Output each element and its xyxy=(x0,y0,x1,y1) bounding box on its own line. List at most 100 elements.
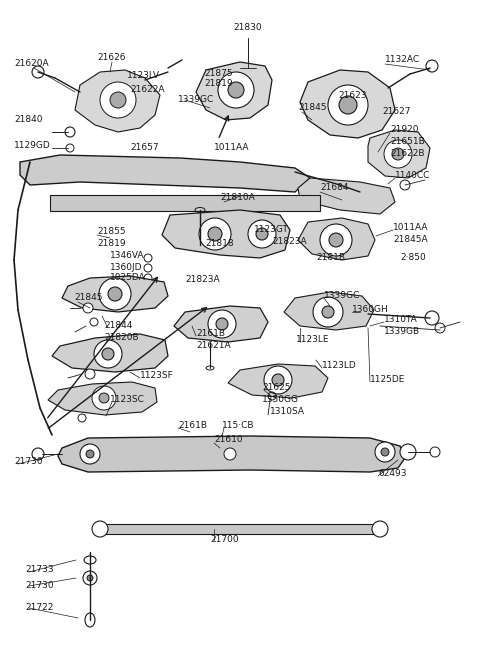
Circle shape xyxy=(228,82,244,98)
Text: 21819: 21819 xyxy=(97,240,126,248)
Text: 21733: 21733 xyxy=(25,566,54,574)
Polygon shape xyxy=(368,130,430,178)
Text: 1025DA: 1025DA xyxy=(110,273,146,283)
Text: 21620A: 21620A xyxy=(14,60,48,68)
Circle shape xyxy=(216,318,228,330)
Text: 62493: 62493 xyxy=(378,470,407,478)
Ellipse shape xyxy=(84,556,96,564)
Text: 2·850: 2·850 xyxy=(400,254,426,263)
Circle shape xyxy=(381,448,389,456)
Circle shape xyxy=(208,310,236,338)
Circle shape xyxy=(264,366,292,394)
Circle shape xyxy=(108,287,122,301)
Text: 2161B: 2161B xyxy=(196,330,225,338)
Text: 1011AA: 1011AA xyxy=(393,223,429,233)
Polygon shape xyxy=(162,210,290,258)
Text: 1132AC: 1132AC xyxy=(385,55,420,64)
Polygon shape xyxy=(284,292,374,330)
Polygon shape xyxy=(298,218,375,260)
Text: 21622A: 21622A xyxy=(130,85,165,95)
Text: 21830: 21830 xyxy=(234,24,262,32)
Circle shape xyxy=(224,448,236,460)
Text: 1339GB: 1339GB xyxy=(384,327,420,336)
Polygon shape xyxy=(58,436,405,472)
Text: 21610: 21610 xyxy=(214,436,242,445)
Text: 21845: 21845 xyxy=(74,294,103,302)
Text: 21845: 21845 xyxy=(298,104,326,112)
Circle shape xyxy=(87,575,93,581)
Circle shape xyxy=(86,450,94,458)
Bar xyxy=(100,524,385,534)
Circle shape xyxy=(218,72,254,108)
Circle shape xyxy=(92,521,108,537)
Circle shape xyxy=(425,311,439,325)
Polygon shape xyxy=(300,70,395,138)
Text: 1129GD: 1129GD xyxy=(14,141,51,150)
Circle shape xyxy=(248,220,276,248)
Polygon shape xyxy=(62,276,168,312)
Circle shape xyxy=(426,60,438,72)
Circle shape xyxy=(322,306,334,318)
Text: 21623: 21623 xyxy=(338,91,367,101)
Circle shape xyxy=(375,442,395,462)
Text: 21875: 21875 xyxy=(204,68,233,78)
Text: 21844: 21844 xyxy=(104,321,132,330)
Text: 21657: 21657 xyxy=(130,143,158,152)
Text: 21823A: 21823A xyxy=(185,275,220,284)
Text: 1339GC: 1339GC xyxy=(324,292,360,300)
Polygon shape xyxy=(52,334,168,372)
Circle shape xyxy=(329,233,343,247)
Polygon shape xyxy=(298,178,395,214)
Text: 1123LD: 1123LD xyxy=(322,361,357,371)
Text: 21722: 21722 xyxy=(25,604,53,612)
Text: 21823A: 21823A xyxy=(272,237,307,246)
Circle shape xyxy=(320,224,352,256)
Text: 21810A: 21810A xyxy=(220,194,255,202)
Text: 21626: 21626 xyxy=(98,53,126,62)
Circle shape xyxy=(144,254,152,262)
Text: 1123LE: 1123LE xyxy=(296,336,329,344)
Polygon shape xyxy=(48,382,157,415)
Circle shape xyxy=(430,447,440,457)
Circle shape xyxy=(392,148,404,160)
Circle shape xyxy=(32,448,44,460)
Circle shape xyxy=(110,92,126,108)
Circle shape xyxy=(92,386,116,410)
Text: 21730: 21730 xyxy=(25,581,54,591)
Circle shape xyxy=(85,369,95,379)
Circle shape xyxy=(384,140,412,168)
Text: 21700: 21700 xyxy=(210,535,239,545)
Circle shape xyxy=(256,228,268,240)
Circle shape xyxy=(400,444,416,460)
Text: 21622B: 21622B xyxy=(390,150,424,158)
Text: 1125DE: 1125DE xyxy=(370,376,406,384)
Text: 1360JD: 1360JD xyxy=(110,263,143,271)
Text: 1011AA: 1011AA xyxy=(214,143,250,152)
Text: 1123GT: 1123GT xyxy=(254,225,289,235)
Text: 1339GC: 1339GC xyxy=(178,95,214,104)
Circle shape xyxy=(372,521,388,537)
Text: 1310TA: 1310TA xyxy=(384,315,418,325)
Circle shape xyxy=(144,274,152,282)
Circle shape xyxy=(99,278,131,310)
Circle shape xyxy=(99,393,109,403)
Text: 1346VA: 1346VA xyxy=(110,252,144,260)
Text: 21627: 21627 xyxy=(382,108,410,116)
Circle shape xyxy=(328,85,368,125)
Text: 1360GH: 1360GH xyxy=(352,306,389,315)
Text: 2161B: 2161B xyxy=(178,422,207,430)
Text: 21651B: 21651B xyxy=(390,137,425,147)
Circle shape xyxy=(313,297,343,327)
Circle shape xyxy=(80,444,100,464)
Text: 115·CB: 115·CB xyxy=(222,422,254,430)
Text: 21820B: 21820B xyxy=(104,334,139,342)
Text: 21818: 21818 xyxy=(205,240,234,248)
Text: 21625: 21625 xyxy=(262,384,290,392)
Text: 21684: 21684 xyxy=(320,183,348,193)
Text: 1123LV: 1123LV xyxy=(127,72,160,81)
Text: 1350GG: 1350GG xyxy=(262,396,299,405)
Polygon shape xyxy=(75,70,160,132)
Polygon shape xyxy=(228,364,328,398)
Text: 2181B: 2181B xyxy=(316,254,345,263)
Text: 21730: 21730 xyxy=(14,457,43,466)
